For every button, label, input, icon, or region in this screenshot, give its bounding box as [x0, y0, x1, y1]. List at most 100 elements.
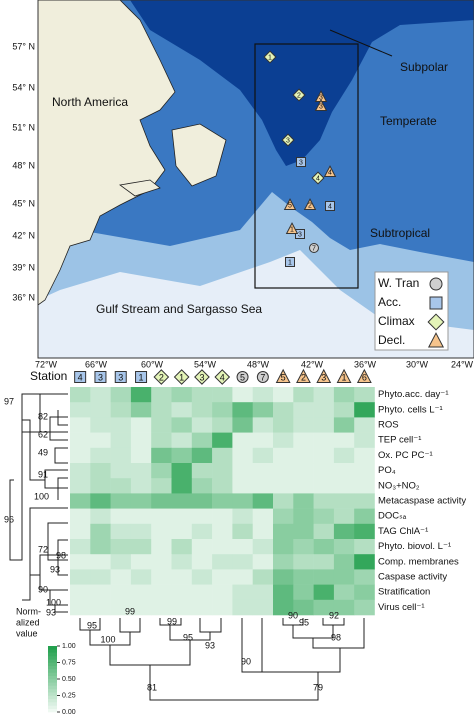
cell: [313, 417, 335, 433]
region-label: Gulf Stream and Sargasso Sea: [96, 302, 262, 316]
cell: [110, 387, 132, 403]
cell: [130, 478, 152, 494]
cell: [171, 463, 193, 479]
cell: [293, 432, 314, 449]
cell: [252, 432, 274, 449]
row-label: Virus cell⁻¹: [378, 602, 425, 613]
cell: [333, 508, 355, 525]
column-marker: [153, 369, 170, 385]
cell: [70, 432, 91, 449]
colorbar-step: [48, 675, 57, 680]
cell: [293, 508, 314, 525]
row-dendrogram-label: 97: [4, 396, 14, 406]
colorbar-step: [48, 682, 57, 686]
colorbar-tick-label: 1.00: [62, 643, 76, 650]
station-marker: [283, 198, 297, 210]
cell: [333, 539, 355, 555]
column-dendrogram-label: 95: [87, 620, 97, 630]
row-dendrogram-label: 62: [38, 429, 48, 439]
cell: [130, 463, 152, 479]
cell: [232, 387, 253, 403]
cell: [252, 508, 274, 525]
cell: [313, 432, 335, 449]
cell: [130, 387, 152, 403]
row-label: TEP cell⁻¹: [378, 435, 421, 446]
cell: [151, 463, 172, 479]
column-marker: [94, 371, 107, 383]
cell: [333, 402, 355, 418]
legend-marker: [427, 332, 445, 348]
cell: [70, 599, 91, 616]
cell: [212, 402, 233, 418]
station-marker: [325, 201, 335, 211]
cell: [171, 599, 193, 616]
cell: [90, 387, 111, 403]
cell: [293, 447, 314, 464]
cell: [354, 508, 375, 525]
cell: [171, 447, 193, 464]
cell: [273, 463, 294, 479]
cell: [212, 569, 233, 585]
cell: [90, 447, 111, 464]
cell: [252, 493, 274, 509]
station-title: Station: [30, 369, 67, 383]
cell: [70, 539, 91, 555]
cell: [252, 478, 274, 494]
lat-label: 45° N: [12, 198, 35, 208]
region-label: Temperate: [380, 114, 437, 128]
cell: [313, 463, 335, 479]
pointer: [329, 29, 393, 57]
cell: [293, 569, 314, 585]
cell: [70, 463, 91, 479]
lat-label: 36° N: [12, 292, 35, 302]
region-label: Subpolar: [400, 60, 448, 74]
cell: [313, 539, 335, 555]
cell: [333, 569, 355, 585]
cell: [273, 447, 294, 464]
row-dendrogram-label: 82: [38, 411, 48, 421]
column-label: 4: [78, 372, 83, 382]
cell: [151, 539, 172, 555]
station-label: 2: [308, 202, 312, 209]
colorbar-step: [48, 705, 57, 709]
lat-label: 51° N: [12, 122, 35, 132]
cell: [130, 417, 152, 433]
cell: [151, 569, 172, 585]
column-marker: [316, 368, 332, 383]
cell: [212, 463, 233, 479]
colorbar-step: [48, 692, 57, 696]
cell: [354, 539, 375, 555]
land: [37, 0, 176, 306]
cell: [252, 402, 274, 418]
row-dendrogram-label: 93: [50, 564, 60, 574]
row-dendrogram-label: 91: [38, 469, 48, 479]
cell: [110, 402, 132, 418]
station-marker: [292, 88, 306, 102]
row-dendrogram-label: 100: [34, 491, 49, 501]
cell: [90, 569, 111, 585]
cell: [130, 402, 152, 418]
cell: [110, 584, 132, 601]
region-label: North America: [52, 95, 128, 109]
colorbar-title: Norm-: [16, 606, 41, 616]
cell: [70, 554, 91, 570]
cell: [130, 447, 152, 464]
cell: [110, 599, 132, 616]
cell: [252, 539, 274, 555]
cell: [313, 554, 335, 570]
cell: [70, 523, 91, 540]
cell: [333, 493, 355, 509]
cell: [191, 493, 213, 509]
cell: [252, 387, 274, 403]
cell: [354, 584, 375, 601]
colorbar-title: alized: [16, 617, 40, 627]
cell: [313, 493, 335, 509]
colorbar-tick-label: 0.00: [62, 709, 76, 716]
cell: [273, 569, 294, 585]
cell: [90, 402, 111, 418]
lon-label: 42°W: [301, 359, 324, 369]
cell: [191, 508, 213, 525]
cell: [70, 447, 91, 464]
column-label: 6: [362, 372, 367, 382]
cell: [110, 478, 132, 494]
